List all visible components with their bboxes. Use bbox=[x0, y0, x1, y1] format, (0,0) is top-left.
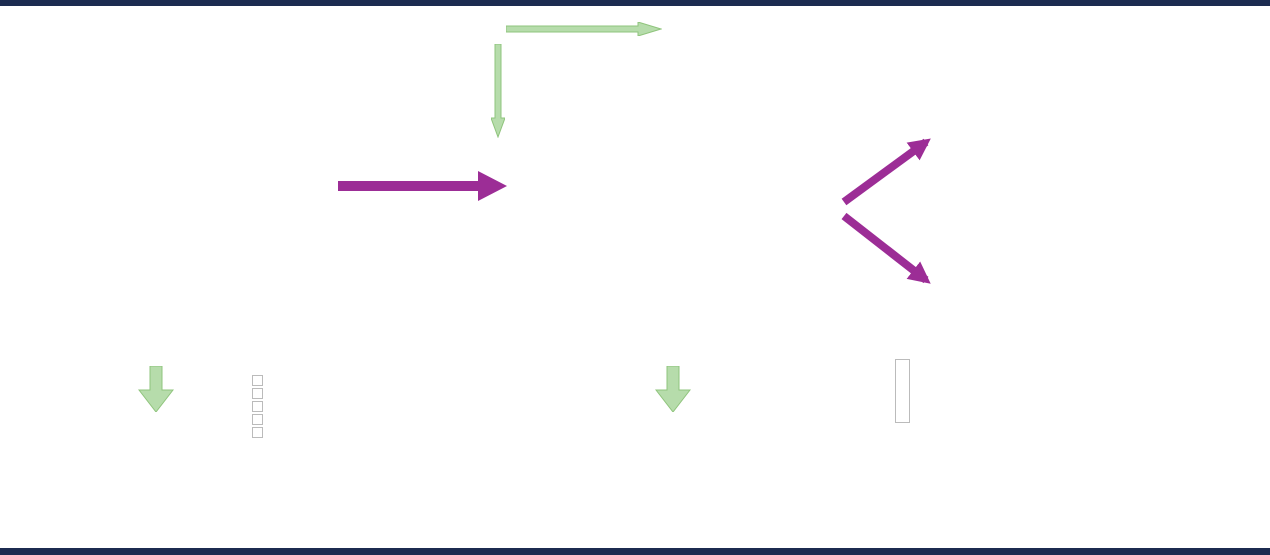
down-arrow-icon bbox=[655, 366, 691, 412]
plddt-legend bbox=[252, 374, 267, 439]
legend-item bbox=[252, 426, 267, 439]
nam-lines-structure-grid bbox=[508, 40, 840, 336]
legend-swatch bbox=[252, 414, 263, 425]
frame-bottom-border bbox=[0, 548, 1270, 555]
legend-item bbox=[252, 374, 267, 387]
pie-chart-b73 bbox=[16, 412, 132, 528]
legend-swatch bbox=[252, 388, 263, 399]
colorbar-gradient bbox=[895, 359, 910, 423]
pwp-scatter-chart bbox=[952, 302, 1268, 555]
pwp-arrow bbox=[841, 212, 931, 284]
pwas-line-chart bbox=[945, 18, 1267, 306]
pwas-pwp-arrows bbox=[841, 138, 931, 284]
lines-arrow-icon bbox=[491, 44, 505, 138]
heatmap-colorbar bbox=[895, 356, 948, 430]
legend-swatch bbox=[252, 375, 263, 386]
pc4-heatmap bbox=[415, 433, 973, 555]
projection-arrow-icon bbox=[338, 171, 507, 201]
legend-swatch bbox=[252, 427, 263, 438]
legend-item bbox=[252, 413, 267, 426]
legend-item bbox=[252, 387, 267, 400]
legend-item bbox=[252, 400, 267, 413]
legend-swatch bbox=[252, 401, 263, 412]
down-arrow-shape bbox=[138, 366, 174, 412]
right-arrow-shape bbox=[338, 171, 507, 201]
pie-chart-nam bbox=[156, 414, 272, 530]
right-arrow-shape bbox=[506, 22, 662, 36]
frame-top-border bbox=[0, 0, 1270, 6]
founder-structures-panel bbox=[8, 8, 352, 340]
down-arrow-shape bbox=[655, 366, 691, 412]
pwas-arrow bbox=[841, 138, 931, 206]
pan-gene-arrow-icon bbox=[506, 22, 662, 36]
down-arrow-shape bbox=[491, 44, 505, 138]
down-arrow-icon bbox=[138, 366, 174, 412]
